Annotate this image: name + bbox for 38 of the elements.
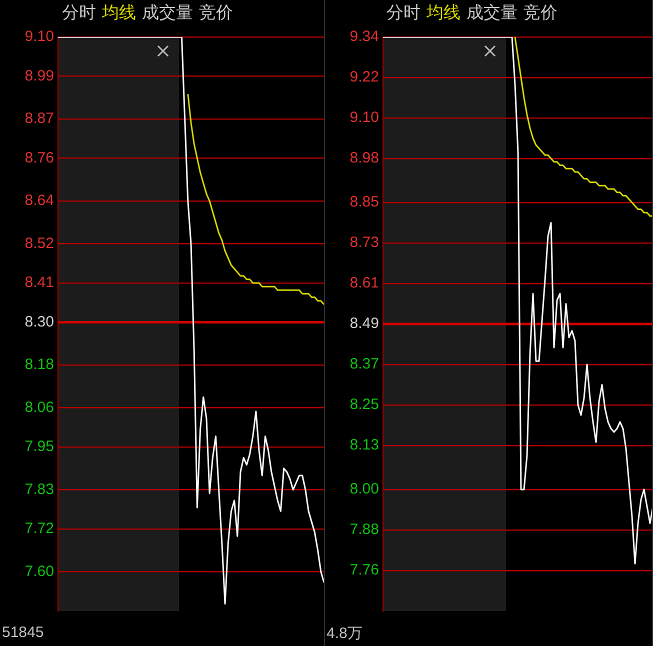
- y-tick-label: 8.64: [24, 192, 54, 210]
- y-tick-label: 8.73: [349, 234, 378, 252]
- y-tick-label: 7.76: [349, 562, 378, 579]
- y-tick-label: 8.18: [24, 356, 54, 374]
- text: 成交量: [142, 2, 193, 24]
- text: 51845: [2, 624, 44, 643]
- y-tick-label: 7.60: [24, 562, 54, 580]
- y-tick-label: 8.52: [24, 234, 54, 252]
- series-label: 分时: [386, 2, 420, 24]
- y-tick-label: 9.10: [24, 28, 54, 46]
- y-tick-label: 8.87: [24, 110, 54, 128]
- text: 成交量: [466, 2, 518, 24]
- text: 4.8万: [326, 624, 362, 644]
- y-tick-label: 9.10: [349, 109, 378, 126]
- y-tick-label: 8.99: [24, 67, 54, 84]
- y-tick-label: 8.00: [349, 480, 378, 498]
- series-label: 分时: [62, 2, 96, 24]
- y-tick-label: 8.30: [24, 313, 54, 330]
- y-tick-label: 8.85: [349, 194, 378, 211]
- y-tick-label: 8.76: [24, 149, 54, 166]
- y-tick-label: 8.25: [349, 396, 378, 414]
- y-tick-label: 8.13: [349, 436, 378, 454]
- y-tick-label: 9.22: [349, 68, 378, 86]
- y-tick-label: 8.49: [349, 315, 378, 332]
- y-tick-label: 8.61: [349, 274, 378, 292]
- text: 竞价: [524, 2, 558, 24]
- y-tick-label: 8.37: [349, 356, 378, 373]
- y-tick-label: 7.72: [24, 520, 54, 538]
- text: 均线: [102, 2, 136, 24]
- y-tick-label: 9.34: [349, 28, 378, 46]
- y-tick-label: 7.95: [24, 438, 54, 456]
- y-tick-label: 7.88: [349, 521, 378, 538]
- y-tick-label: 8.06: [24, 398, 54, 416]
- y-tick-label: 8.98: [349, 150, 378, 167]
- text: 竞价: [199, 2, 233, 24]
- text: 均线: [426, 2, 460, 24]
- y-tick-label: 7.83: [24, 480, 54, 498]
- y-tick-label: 8.41: [24, 274, 54, 292]
